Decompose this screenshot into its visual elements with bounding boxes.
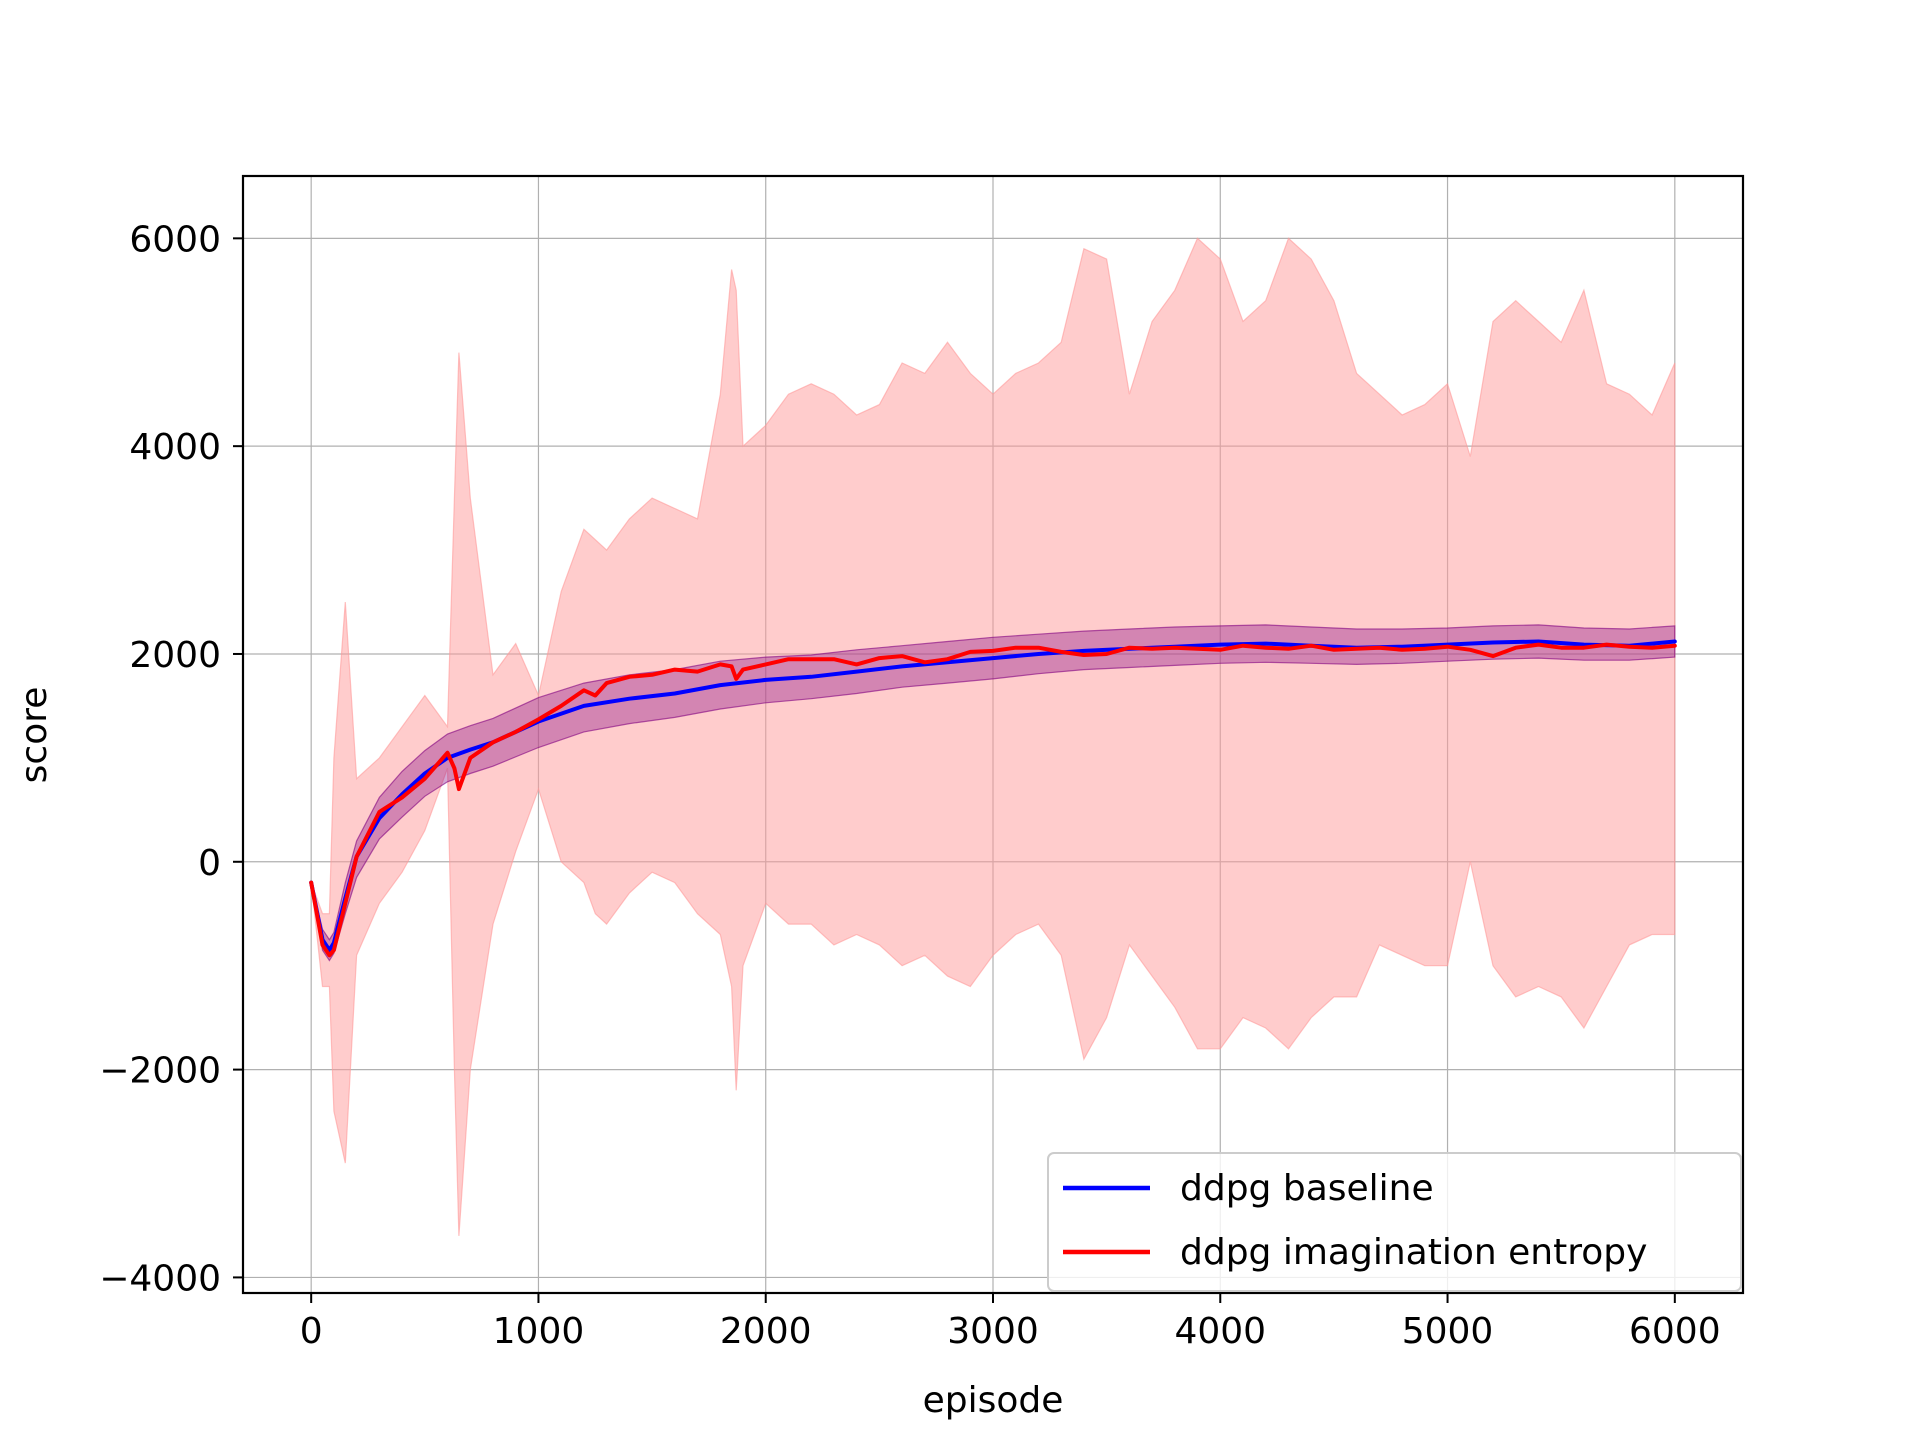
confidence-bands [310,237,1676,1236]
y-tick-label: −2000 [99,1051,221,1092]
x-axis-label: episode [923,1380,1064,1421]
y-tick-label: 2000 [129,635,221,676]
legend-box [1047,1152,1742,1292]
x-tick-label: 2000 [720,1311,812,1352]
y-tick-label: 4000 [129,427,221,468]
y-axis-label: score [14,687,55,784]
x-tick-label: 1000 [493,1311,585,1352]
axis-ticks: 0 1000 2000 3000 4000 5000 6000 −4000 −2000 0 2000… [99,219,1720,1352]
legend-label-baseline: ddpg baseline [1180,1168,1434,1209]
series-line-imagination-entropy [309,642,1677,958]
y-tick-label: 6000 [129,219,221,260]
y-tick-label: 0 [198,843,221,884]
y-tick-label: −4000 [99,1258,221,1299]
legend-label-imagination-entropy: ddpg imagination entropy [1180,1232,1647,1273]
x-tick-label: 3000 [947,1311,1039,1352]
series-line-baseline [309,639,1677,953]
x-tick-label: 4000 [1174,1311,1266,1352]
x-tick-label: 0 [300,1311,323,1352]
x-tick-label: 5000 [1402,1311,1494,1352]
legend: ddpg baseline ddpg imagination entropy [1047,1152,1742,1292]
x-tick-label: 6000 [1629,1311,1721,1352]
series-lines [309,639,1677,958]
